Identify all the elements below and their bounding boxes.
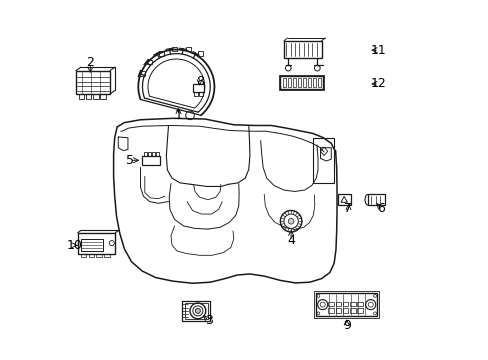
Bar xyxy=(342,302,348,306)
Bar xyxy=(192,84,203,92)
Bar xyxy=(349,302,355,306)
Text: 8: 8 xyxy=(195,75,203,88)
Bar xyxy=(147,60,152,64)
Bar xyxy=(356,309,362,314)
Bar xyxy=(297,78,301,87)
Bar xyxy=(328,302,333,306)
Bar xyxy=(313,138,333,183)
Bar xyxy=(96,253,102,257)
Bar xyxy=(184,303,207,319)
Bar xyxy=(282,78,285,87)
Bar xyxy=(155,152,159,156)
Bar xyxy=(139,71,144,76)
Bar xyxy=(307,78,310,87)
Bar xyxy=(88,253,94,257)
Bar xyxy=(100,94,105,99)
Bar xyxy=(314,291,378,318)
Circle shape xyxy=(195,309,200,314)
Bar xyxy=(280,76,323,89)
Bar xyxy=(316,293,376,316)
Bar xyxy=(86,94,91,99)
Text: 10: 10 xyxy=(66,239,82,252)
Bar xyxy=(185,47,190,51)
Bar xyxy=(151,152,155,156)
Bar xyxy=(79,94,84,99)
Bar xyxy=(335,302,341,306)
Text: 1: 1 xyxy=(174,109,182,122)
Text: 5: 5 xyxy=(125,154,134,167)
Bar xyxy=(143,152,147,156)
Bar xyxy=(81,239,102,251)
Bar xyxy=(317,78,321,87)
Bar xyxy=(81,253,86,257)
Bar xyxy=(93,94,99,99)
Bar xyxy=(292,78,296,87)
Circle shape xyxy=(287,219,293,224)
Text: 9: 9 xyxy=(342,319,350,332)
Text: 3: 3 xyxy=(204,314,212,327)
Bar xyxy=(335,309,341,314)
Bar xyxy=(194,92,197,96)
Text: 11: 11 xyxy=(370,44,386,57)
Bar xyxy=(367,194,385,205)
Bar xyxy=(198,51,203,55)
Text: 4: 4 xyxy=(286,234,294,247)
Bar xyxy=(76,71,110,94)
Bar xyxy=(159,51,163,55)
Bar xyxy=(147,152,151,156)
Bar xyxy=(104,253,109,257)
Text: 2: 2 xyxy=(86,56,94,69)
Bar xyxy=(287,78,290,87)
Bar xyxy=(328,309,333,314)
Bar xyxy=(302,78,305,87)
Bar xyxy=(279,75,324,90)
Bar xyxy=(284,41,321,58)
Bar xyxy=(78,233,115,253)
Bar xyxy=(356,302,362,306)
Bar xyxy=(312,78,316,87)
Bar xyxy=(337,194,350,205)
Bar xyxy=(349,309,355,314)
Text: 12: 12 xyxy=(370,77,386,90)
Bar xyxy=(172,47,177,51)
Bar xyxy=(142,156,159,165)
Bar xyxy=(182,301,209,321)
Text: 7: 7 xyxy=(344,202,352,215)
Text: 6: 6 xyxy=(377,202,385,215)
Bar xyxy=(342,309,348,314)
Bar xyxy=(199,92,202,96)
